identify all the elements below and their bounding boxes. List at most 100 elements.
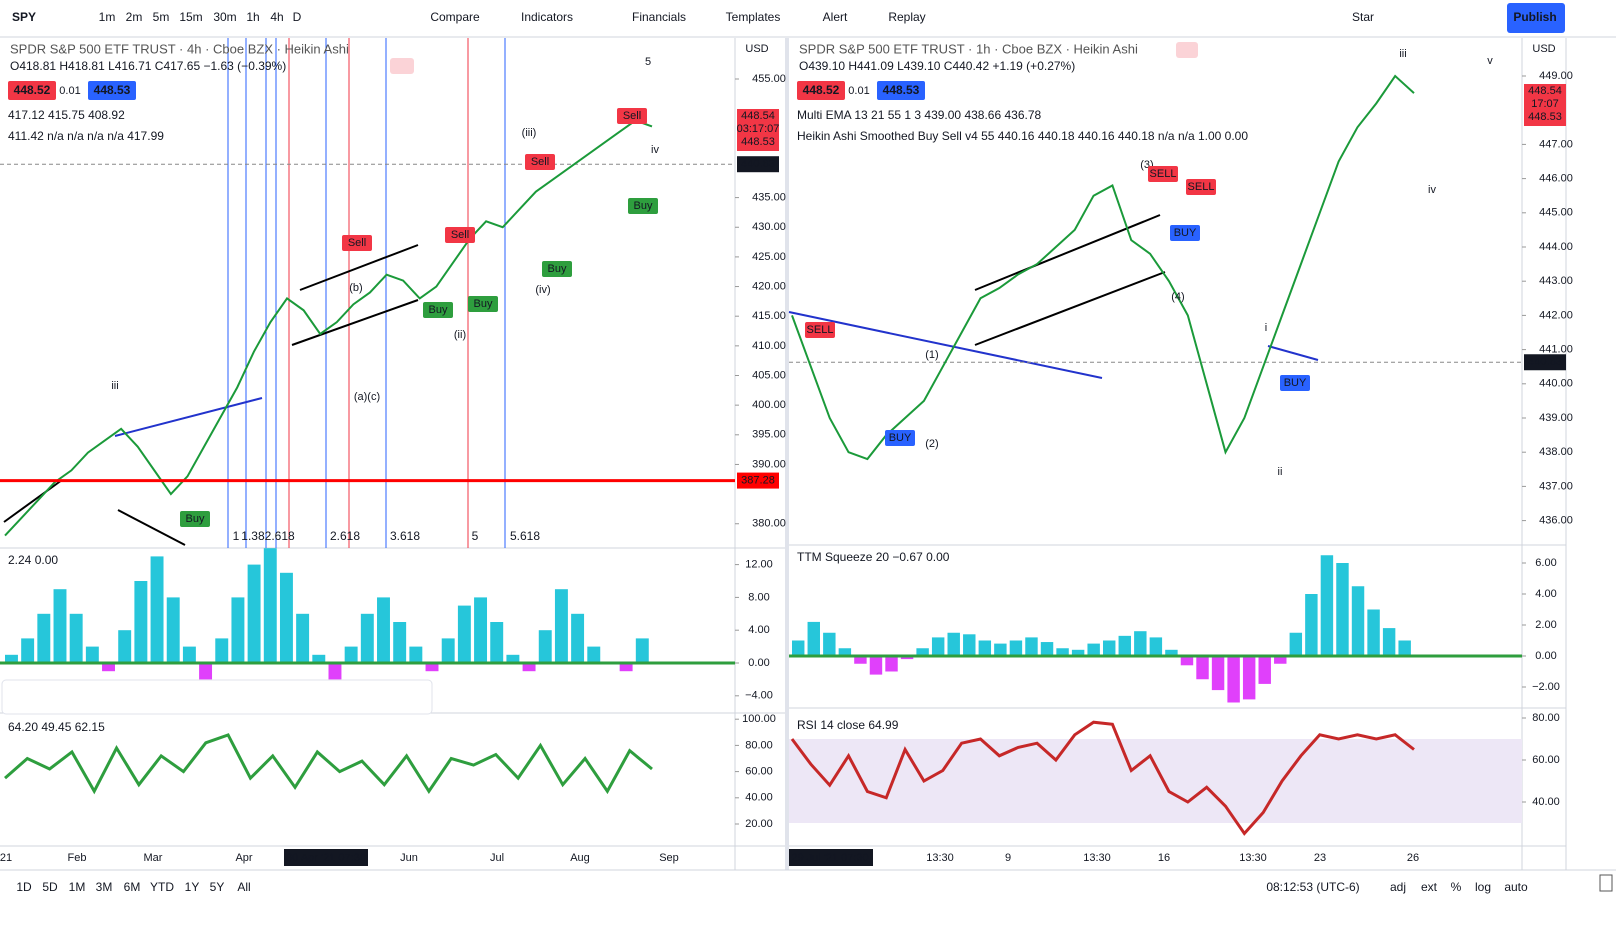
signal-box: [423, 302, 453, 318]
toolbar-button[interactable]: Compare: [430, 10, 480, 24]
osc-bar: [947, 632, 960, 656]
osc-bar: [854, 656, 867, 664]
toolbar-button[interactable]: Star: [1352, 10, 1374, 24]
osc-bar: [312, 654, 326, 663]
scale-toggle[interactable]: adj: [1390, 880, 1406, 894]
range-button[interactable]: 5Y: [210, 880, 225, 894]
drawing-toolbar[interactable]: [1, 679, 433, 715]
price-line: [4, 119, 653, 537]
interval[interactable]: D: [293, 10, 302, 24]
wave-label: Sell: [531, 156, 549, 168]
bid-box: [8, 81, 56, 100]
date-tick-label: 13:30: [1083, 852, 1111, 864]
publish-button[interactable]: Publish: [1513, 10, 1556, 24]
fib-label: 1: [233, 529, 240, 543]
osc-bar: [5, 654, 18, 663]
fib-label: 3.618: [390, 529, 420, 543]
signal-box: [1280, 375, 1310, 391]
rsi-legend: RSI 14 close 64.99: [797, 718, 899, 732]
rsi-tick-label: 80.00: [1532, 712, 1560, 724]
range-button[interactable]: 3M: [96, 880, 113, 894]
last-price-tag: [737, 109, 779, 151]
signal-box: [180, 511, 210, 527]
wave-label: (iv): [535, 284, 550, 296]
date-tick-label: 26: [1407, 852, 1419, 864]
osc-tick-label: 4.00: [748, 624, 769, 636]
wave-label: Buy: [474, 298, 493, 310]
rsi-tick-label: 60.00: [1532, 754, 1560, 766]
range-button[interactable]: All: [237, 880, 250, 894]
osc-legend: 2.24 0.00: [8, 553, 58, 567]
wave-label: Buy: [429, 304, 448, 316]
indicator-legend: Multi EMA 13 21 55 1 3 439.00 438.66 436…: [797, 108, 1042, 122]
osc-tick-label: 0.00: [1535, 650, 1556, 662]
date-tick-label: Jun: [400, 852, 418, 864]
interval[interactable]: 5m: [153, 10, 170, 24]
osc-bar: [1211, 656, 1225, 691]
range-button[interactable]: 5D: [42, 880, 58, 894]
signal-box: [342, 235, 372, 251]
osc-tick-label: 0.00: [748, 657, 769, 669]
chart-title: SPDR S&P 500 ETF TRUST · 1h · Cboe BZX ·…: [799, 41, 1138, 56]
interval[interactable]: 1h: [246, 10, 259, 24]
interval[interactable]: 15m: [179, 10, 202, 24]
osc-bar: [554, 589, 568, 663]
range-button[interactable]: 1M: [69, 880, 86, 894]
scale-toggle[interactable]: auto: [1504, 880, 1528, 894]
wave-label: Buy: [634, 200, 653, 212]
publish-button-bg[interactable]: [1507, 3, 1565, 33]
osc-bar: [587, 646, 601, 663]
wave-label: Sell: [348, 237, 366, 249]
wave-label: (2): [925, 438, 938, 450]
osc-bar: [1165, 649, 1178, 656]
osc-bar: [328, 663, 342, 680]
osc-bar: [1056, 648, 1069, 656]
ask-price: 448.53: [1528, 111, 1562, 123]
interval[interactable]: 30m: [213, 10, 236, 24]
fib-label: 1.382.618: [241, 529, 295, 543]
toolbar-button[interactable]: Replay: [888, 10, 925, 24]
osc-bar: [1382, 628, 1396, 656]
price-tick-label: 395.00: [752, 429, 786, 441]
wave-label: iii: [1399, 48, 1406, 60]
price-tick-label: 430.00: [752, 221, 786, 233]
fullscreen-icon[interactable]: [1599, 874, 1613, 892]
range-button[interactable]: YTD: [150, 880, 174, 894]
price-tick-label: 400.00: [752, 399, 786, 411]
date-tick-label: 21: [0, 852, 12, 864]
osc-bar: [474, 597, 488, 663]
interval[interactable]: 2m: [126, 10, 143, 24]
osc-bar: [1071, 649, 1085, 656]
osc-bar: [134, 581, 148, 663]
date-tick-label: 9: [1005, 852, 1011, 864]
osc-bar: [344, 646, 358, 663]
range-button[interactable]: 1Y: [185, 880, 200, 894]
interval[interactable]: 1m: [99, 10, 116, 24]
toolbar-button[interactable]: Templates: [726, 10, 781, 24]
symbol[interactable]: SPY: [12, 10, 36, 24]
rsi-tick-label: 40.00: [745, 792, 773, 804]
price-tick-label: 415.00: [752, 310, 786, 322]
toolbar-button[interactable]: Alert: [823, 10, 848, 24]
interval[interactable]: 4h: [270, 10, 283, 24]
crosshair-tag: [1524, 354, 1566, 371]
toolbar-button[interactable]: Financials: [632, 10, 686, 24]
date-tick-label: Feb: [68, 852, 87, 864]
scale-toggle[interactable]: %: [1451, 880, 1462, 894]
date-tick-label: 16: [1158, 852, 1170, 864]
spread: 0.01: [59, 85, 80, 97]
wave-label: v: [1487, 55, 1493, 67]
rsi-tick-label: 60.00: [745, 766, 773, 778]
osc-bar: [1398, 640, 1411, 656]
range-button[interactable]: 6M: [124, 880, 141, 894]
scale-toggle[interactable]: ext: [1421, 880, 1438, 894]
wave-label: SELL: [807, 324, 834, 336]
toolbar-button[interactable]: Indicators: [521, 10, 573, 24]
range-button[interactable]: 1D: [16, 880, 32, 894]
price-tick-label: 410.00: [752, 340, 786, 352]
countdown: 03:17:07: [737, 123, 780, 135]
date-tick-label: 13:30: [1239, 852, 1267, 864]
osc-tick-label: 4.00: [1535, 588, 1556, 600]
scale-toggle[interactable]: log: [1475, 880, 1491, 894]
osc-bar: [1258, 656, 1271, 684]
